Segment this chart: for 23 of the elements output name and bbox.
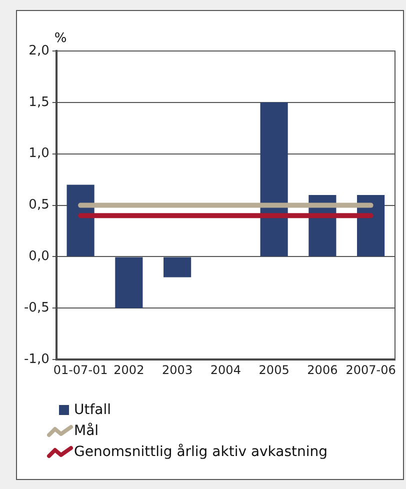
bar xyxy=(357,195,385,256)
x-tick-label: 2006 xyxy=(307,362,338,377)
x-tick-label: 2005 xyxy=(258,362,290,377)
bar xyxy=(260,102,288,256)
y-tick-label: 2,0 xyxy=(28,43,50,58)
y-axis-title: % xyxy=(54,30,67,46)
legend-label: Genomsnittlig årlig aktiv avkastning xyxy=(74,444,328,460)
y-tick-label: 1,5 xyxy=(28,94,50,110)
legend-label: Utfall xyxy=(74,402,112,418)
x-tick-label: 2002 xyxy=(114,362,144,377)
y-tick-label: -0,5 xyxy=(24,300,50,316)
legend-label: Mål xyxy=(74,422,99,438)
y-tick-label: 0,5 xyxy=(28,198,50,213)
y-tick-label: 0,0 xyxy=(28,249,50,264)
bar xyxy=(164,257,192,278)
bar xyxy=(66,184,94,256)
y-tick-label: 1,0 xyxy=(28,146,50,162)
x-tick-label: 01-07-01 xyxy=(53,362,108,377)
x-tick-label: 2004 xyxy=(210,362,241,377)
x-tick-label: 2007-06 xyxy=(346,362,396,377)
bar xyxy=(115,257,143,308)
y-tick-label: -1,0 xyxy=(24,352,50,367)
x-tick-label: 2003 xyxy=(162,362,193,377)
